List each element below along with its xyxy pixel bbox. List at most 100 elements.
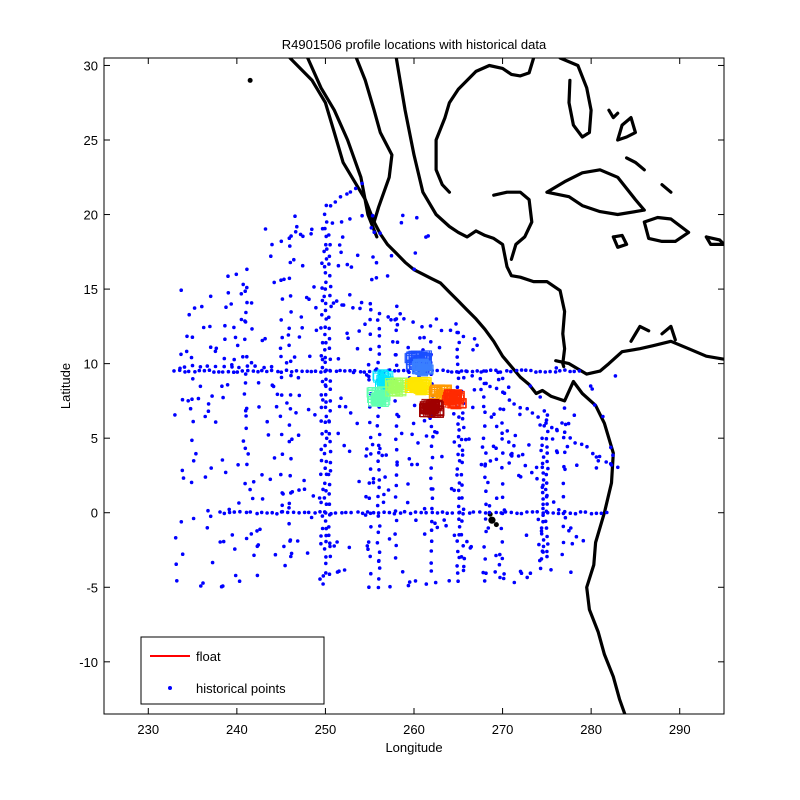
coastline <box>704 235 724 246</box>
historical-point <box>289 554 293 559</box>
historical-point <box>433 580 438 585</box>
historical-point <box>180 552 185 556</box>
historical-point <box>355 346 360 351</box>
historical-point <box>387 537 392 541</box>
historical-point <box>320 514 325 518</box>
historical-point <box>259 510 264 515</box>
historical-point <box>457 510 461 515</box>
historical-point <box>191 459 196 463</box>
historical-point <box>494 424 499 429</box>
historical-point <box>288 407 293 411</box>
historical-point <box>255 529 259 533</box>
historical-point <box>287 236 292 240</box>
historical-point <box>213 364 218 369</box>
historical-point <box>413 510 418 514</box>
coastline <box>492 190 534 261</box>
historical-point <box>342 443 347 448</box>
historical-point <box>252 553 256 558</box>
historical-point <box>558 369 562 373</box>
historical-point <box>237 501 241 505</box>
historical-point <box>460 483 464 487</box>
historical-point <box>320 365 325 370</box>
historical-point <box>429 569 434 573</box>
historical-point <box>319 472 323 477</box>
historical-point <box>545 413 550 417</box>
historical-point <box>394 518 399 523</box>
coastline <box>642 215 691 243</box>
historical-point <box>541 502 545 507</box>
historical-point <box>464 437 468 442</box>
historical-point <box>538 369 542 374</box>
historical-point <box>501 576 506 581</box>
x-tick-label: 230 <box>137 722 159 737</box>
historical-point <box>324 257 329 261</box>
historical-point <box>461 568 466 573</box>
historical-point <box>328 204 333 208</box>
historical-point <box>545 534 549 539</box>
historical-point <box>320 298 325 303</box>
historical-point <box>512 443 516 448</box>
historical-point <box>376 494 380 499</box>
historical-point <box>546 542 550 546</box>
float-profiles-layer <box>366 350 467 418</box>
historical-point <box>538 423 542 427</box>
historical-point <box>262 365 266 370</box>
historical-point <box>327 502 332 507</box>
historical-point <box>509 369 513 374</box>
historical-point <box>456 579 460 583</box>
historical-point <box>224 305 228 310</box>
historical-point <box>340 511 344 515</box>
historical-point <box>238 509 242 514</box>
historical-point <box>185 334 189 339</box>
historical-point <box>172 369 176 373</box>
historical-point <box>444 523 448 528</box>
historical-point <box>434 317 439 321</box>
historical-point <box>360 181 364 186</box>
historical-point <box>395 340 400 345</box>
historical-point <box>369 307 373 312</box>
historical-point <box>500 465 504 470</box>
historical-point <box>260 338 265 343</box>
historical-point <box>483 517 488 521</box>
historical-point <box>455 370 459 374</box>
historical-point <box>287 439 292 444</box>
historical-point <box>314 328 319 333</box>
historical-point <box>479 387 483 392</box>
historical-point <box>460 519 464 523</box>
historical-point <box>355 253 360 258</box>
historical-point <box>297 488 301 492</box>
historical-point <box>328 439 332 444</box>
historical-point <box>391 340 395 344</box>
historical-point <box>332 544 337 548</box>
coastline-layer <box>247 58 724 714</box>
historical-point <box>395 460 399 465</box>
historical-point <box>347 449 352 454</box>
historical-point <box>348 368 352 373</box>
historical-point <box>442 518 447 522</box>
historical-point <box>471 348 475 352</box>
historical-point <box>583 510 588 514</box>
historical-point <box>318 510 322 514</box>
historical-point <box>556 511 561 516</box>
historical-point <box>203 414 207 419</box>
historical-point <box>280 452 285 457</box>
historical-point <box>324 571 328 575</box>
historical-point <box>507 398 512 402</box>
historical-point <box>320 526 325 531</box>
historical-point <box>323 287 328 291</box>
historical-point <box>243 319 247 323</box>
historical-point <box>430 496 435 501</box>
historical-point <box>324 561 328 566</box>
historical-point <box>221 395 225 400</box>
historical-point <box>560 552 564 557</box>
historical-point <box>541 538 546 542</box>
historical-point <box>368 435 373 440</box>
historical-point <box>462 564 466 569</box>
historical-point <box>549 568 553 572</box>
historical-point <box>306 407 311 412</box>
historical-point <box>345 262 350 267</box>
historical-point <box>462 425 466 430</box>
historical-point <box>545 451 549 455</box>
historical-point <box>295 224 299 229</box>
historical-point <box>275 512 279 516</box>
